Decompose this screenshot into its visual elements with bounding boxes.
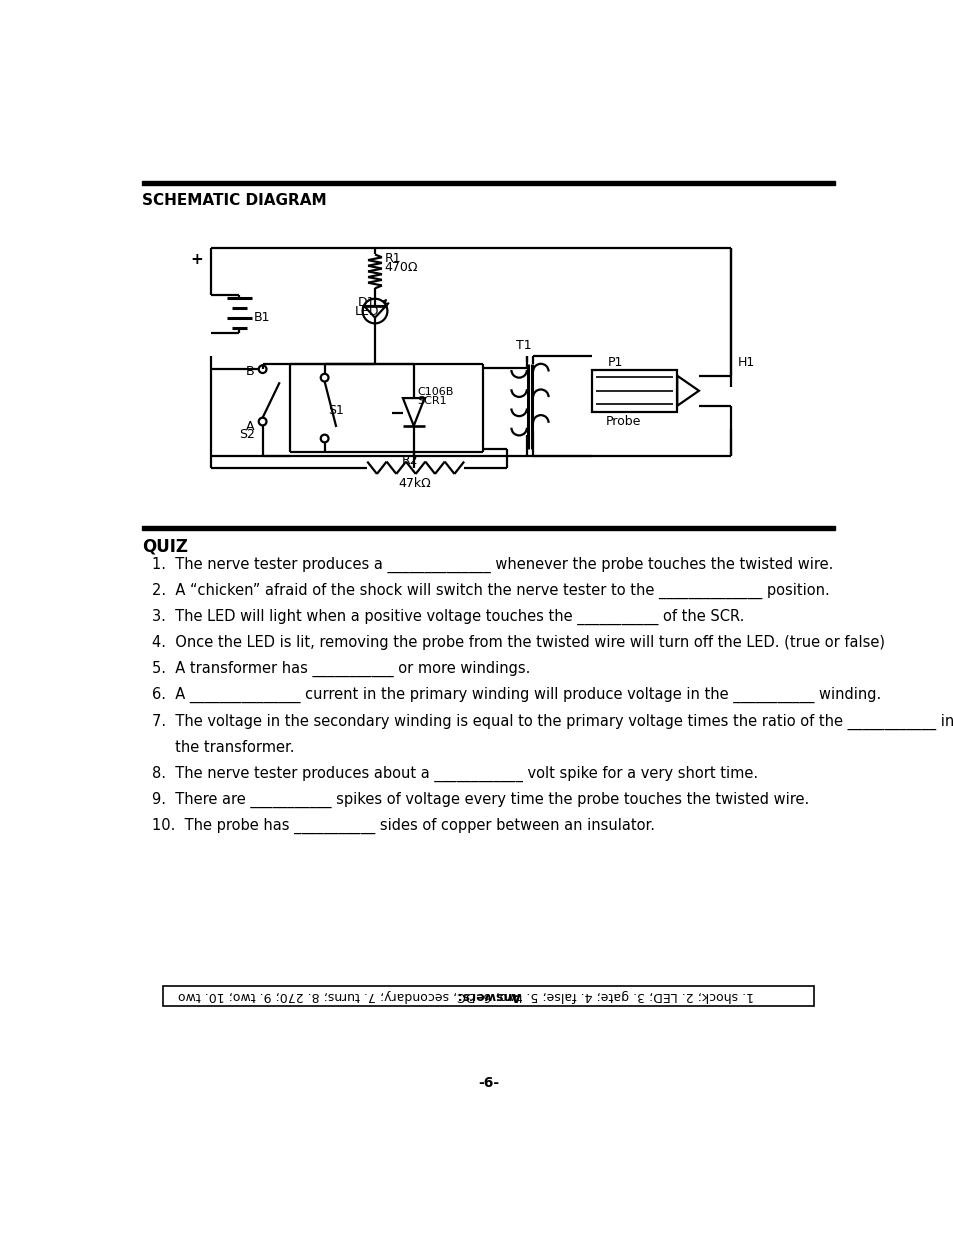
Text: 1. shock; 2. LED; 3. gate; 4. false; 5. two; 6. DC, secondary; 7. turns; 8. 270;: 1. shock; 2. LED; 3. gate; 4. false; 5. …: [177, 989, 760, 1003]
Text: 5.  A transformer has ___________ or more windings.: 5. A transformer has ___________ or more…: [152, 661, 530, 677]
Text: 1.  The nerve tester produces a ______________ whenever the probe touches the tw: 1. The nerve tester produces a _________…: [152, 556, 832, 573]
Text: -6-: -6-: [477, 1076, 499, 1091]
Text: D1: D1: [357, 296, 375, 309]
Text: +: +: [191, 252, 203, 267]
Text: 9.  There are ___________ spikes of voltage every time the probe touches the twi: 9. There are ___________ spikes of volta…: [152, 792, 808, 808]
Bar: [142, 526, 835, 530]
Text: T1: T1: [516, 340, 531, 352]
Text: R1: R1: [384, 252, 400, 266]
Text: 10.  The probe has ___________ sides of copper between an insulator.: 10. The probe has ___________ sides of c…: [152, 818, 654, 835]
Text: SCHEMATIC DIAGRAM: SCHEMATIC DIAGRAM: [142, 193, 327, 207]
Bar: [592, 369, 677, 412]
Text: S1: S1: [328, 404, 344, 417]
Text: 470Ω: 470Ω: [384, 262, 417, 274]
Text: SCR1: SCR1: [417, 395, 447, 406]
Text: H1: H1: [737, 356, 754, 369]
Text: the transformer.: the transformer.: [152, 740, 294, 755]
Text: LED: LED: [355, 305, 379, 319]
Text: Answers:: Answers:: [456, 989, 520, 1003]
Text: 4.  Once the LED is lit, removing the probe from the twisted wire will turn off : 4. Once the LED is lit, removing the pro…: [152, 635, 883, 650]
Text: 8.  The nerve tester produces about a ____________ volt spike for a very short t: 8. The nerve tester produces about a ___…: [152, 766, 757, 782]
Text: 7.  The voltage in the secondary winding is equal to the primary voltage times t: 7. The voltage in the secondary winding …: [152, 714, 953, 730]
Text: B: B: [245, 364, 253, 378]
Bar: [163, 986, 814, 1007]
Text: R2: R2: [402, 454, 418, 467]
Text: 3.  The LED will light when a positive voltage touches the ___________ of the SC: 3. The LED will light when a positive vo…: [152, 609, 743, 625]
Text: C106B: C106B: [417, 388, 454, 398]
Text: B1: B1: [253, 311, 270, 324]
Bar: [142, 180, 835, 185]
Text: 47kΩ: 47kΩ: [397, 477, 431, 490]
Text: A: A: [245, 420, 253, 433]
Text: 2.  A “chicken” afraid of the shock will switch the nerve tester to the ________: 2. A “chicken” afraid of the shock will …: [152, 583, 829, 599]
Text: P1: P1: [607, 356, 622, 369]
Text: Probe: Probe: [605, 415, 640, 429]
Text: QUIZ: QUIZ: [142, 537, 189, 555]
Text: S2: S2: [239, 427, 255, 441]
Text: 6.  A _______________ current in the primary winding will produce voltage in the: 6. A _______________ current in the prim…: [152, 687, 881, 704]
